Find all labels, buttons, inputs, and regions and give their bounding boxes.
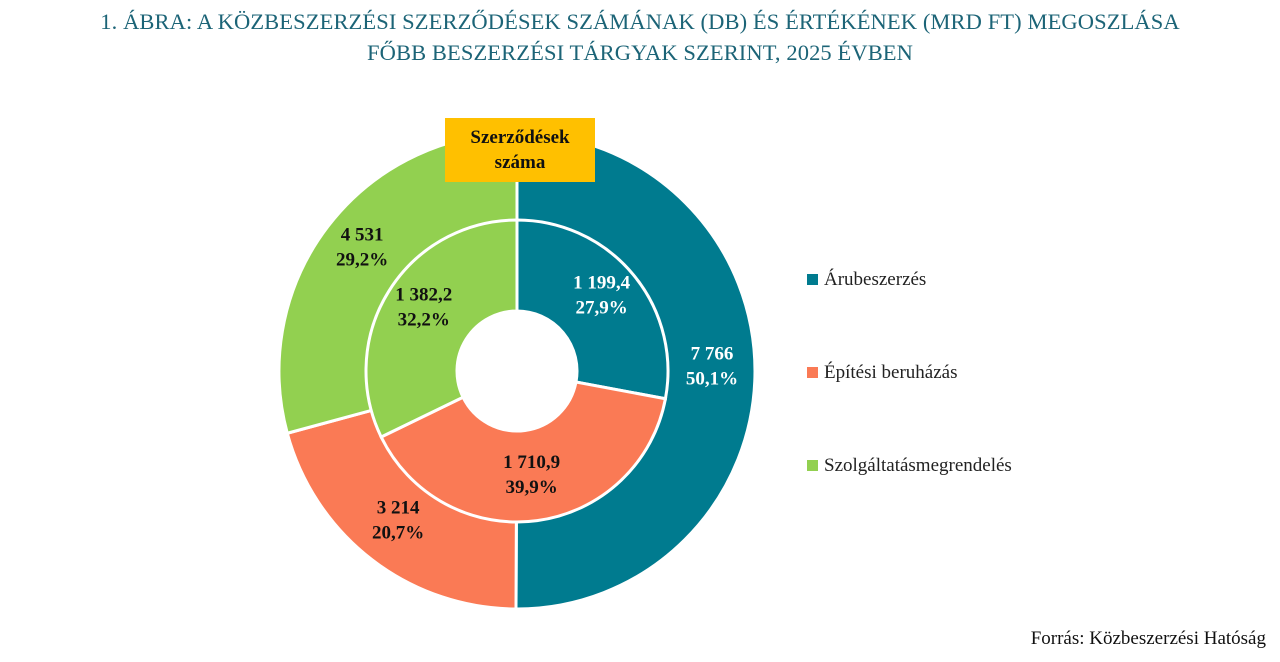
chart-title: 1. ÁBRA: A KÖZBESZERZÉSI SZERZŐDÉSEK SZÁ… [0, 6, 1280, 68]
outer-label-szolgaltatasmegrendeles: 4 531 29,2% [336, 225, 388, 271]
legend-swatch [807, 274, 818, 285]
outer-ring-badge-label: Szerződések száma [470, 127, 570, 173]
inner-slice-szolgaltatasmegrendeles [364, 218, 519, 440]
outer-percent-label: 20,7% [372, 523, 424, 544]
outer-percent-label: 50,1% [686, 368, 738, 389]
inner-slice-epitesi-beruhazas [379, 380, 668, 524]
outer-ring-badge [445, 118, 595, 182]
inner-value-label: 1 382,2 [395, 285, 452, 306]
outer-value-label: 7 766 [691, 343, 734, 364]
outer-value-label: 3 214 [377, 498, 420, 519]
chart-title-line1: 1. ÁBRA: A KÖZBESZERZÉSI SZERZŐDÉSEK SZÁ… [100, 9, 1180, 34]
outer-value-label: 4 531 [341, 225, 384, 246]
legend-item-szolgaltatasmegrendeles: Szolgáltatásmegrendelés [807, 455, 1012, 476]
legend-label: Építési beruházás [824, 361, 957, 383]
inner-value-label: 1 710,9 [503, 452, 560, 473]
legend-item-arubeszerzes: Árubeszerzés [807, 268, 926, 290]
source-note: Forrás: Közbeszerzési Hatóság [1030, 628, 1266, 649]
inner-value-label: 1 199,4 [573, 273, 631, 294]
outer-label-arubeszerzes: 7 766 50,1% [686, 343, 738, 389]
inner-percent-label: 27,9% [576, 298, 628, 319]
legend-swatch [807, 367, 818, 378]
legend-label: Árubeszerzés [824, 268, 926, 290]
outer-label-epitesi-beruhazas: 3 214 20,7% [372, 498, 424, 544]
inner-slice-arubeszerzes [515, 218, 670, 401]
legend-item-epitesi-beruhazas: Építési beruházás [807, 361, 957, 383]
badge-label-line: Szerződések [470, 127, 570, 148]
inner-percent-label: 39,9% [506, 477, 558, 498]
inner-label-szolgaltatasmegrendeles: 1 382,2 32,2% [395, 285, 452, 331]
inner-label-epitesi-beruhazas: 1 710,9 39,9% [503, 452, 560, 498]
legend-label: Szolgáltatásmegrendelés [824, 455, 1012, 476]
inner-percent-label: 32,2% [398, 310, 450, 331]
chart-title-line2: FŐBB BESZERZÉSI TÁRGYAK SZERINT, 2025 ÉV… [367, 40, 913, 65]
legend-swatch [807, 460, 818, 471]
inner-label-arubeszerzes: 1 199,4 27,9% [573, 273, 631, 319]
badge-label-line: száma [495, 152, 546, 173]
outer-percent-label: 29,2% [336, 250, 388, 271]
